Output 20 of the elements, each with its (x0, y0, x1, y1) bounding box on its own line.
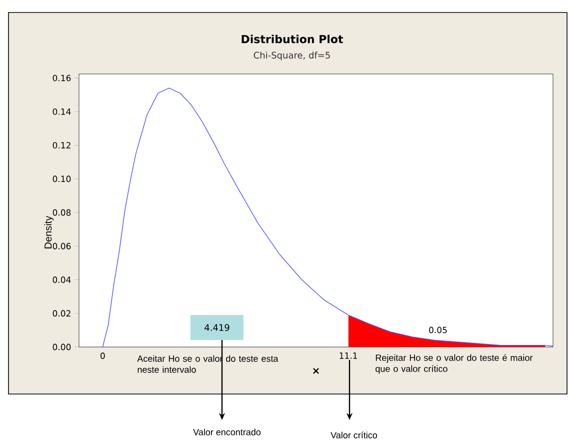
y-tick-label: 0.16 (52, 74, 71, 82)
text: Valor encontrado (193, 428, 261, 436)
y-axis-title: Density (44, 216, 54, 248)
y-tick-label: 0.02 (52, 310, 70, 317)
x-tick-label: 0 (100, 352, 105, 359)
y-tick-label: 0.08 (52, 209, 71, 216)
text: Valor crítico (330, 432, 378, 438)
chart-title: Distribution Plot (242, 34, 344, 44)
y-tick-label: 0.06 (52, 242, 71, 250)
x-tick-label: 11.1 (340, 352, 357, 359)
chart-subtitle: Chi-Square, df=5 (254, 52, 330, 60)
y-tick-label: 0.12 (52, 142, 70, 148)
y-tick-label: 0.04 (52, 276, 71, 283)
text: Rejeitar Ho se o valor do teste é maior que o valor crítico (376, 354, 533, 374)
y-tick-label: 0.10 (52, 176, 71, 182)
y-tick-label: 0.14 (52, 108, 71, 115)
annotation: 4.419 (204, 324, 230, 331)
y-tick-label: 0.00 (52, 344, 71, 350)
text: × (313, 368, 319, 374)
annotation: 0.05 (429, 326, 447, 334)
